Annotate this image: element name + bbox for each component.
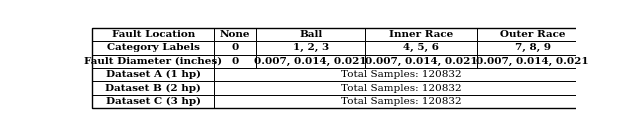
Text: 0.007, 0.014, 0.021: 0.007, 0.014, 0.021: [476, 57, 589, 66]
Text: Fault Location: Fault Location: [111, 30, 195, 39]
Text: None: None: [220, 30, 250, 39]
Bar: [214, 41, 256, 55]
Text: 4, 5, 6: 4, 5, 6: [403, 43, 439, 52]
Bar: [92, 55, 214, 68]
Text: Total Samples: 120832: Total Samples: 120832: [341, 97, 461, 106]
Bar: [92, 68, 214, 81]
Text: 0: 0: [232, 43, 239, 52]
Bar: [92, 95, 214, 108]
Text: Total Samples: 120832: Total Samples: 120832: [341, 84, 461, 93]
Text: Dataset C (3 hp): Dataset C (3 hp): [106, 97, 201, 106]
Bar: [214, 81, 588, 95]
Bar: [214, 95, 588, 108]
Bar: [92, 81, 214, 95]
Text: 1, 2, 3: 1, 2, 3: [292, 43, 329, 52]
Text: Dataset B (2 hp): Dataset B (2 hp): [105, 84, 201, 93]
Text: Category Labels: Category Labels: [107, 43, 200, 52]
Text: Total Samples: 120832: Total Samples: 120832: [341, 70, 461, 79]
Bar: [256, 41, 365, 55]
Bar: [365, 41, 477, 55]
Text: Outer Race: Outer Race: [500, 30, 565, 39]
Bar: [477, 28, 588, 41]
Text: Ball: Ball: [299, 30, 323, 39]
Text: 7, 8, 9: 7, 8, 9: [515, 43, 550, 52]
Bar: [214, 55, 256, 68]
Text: 0: 0: [232, 57, 239, 66]
Bar: [477, 41, 588, 55]
Bar: [256, 55, 365, 68]
Bar: [214, 28, 256, 41]
Bar: [92, 28, 214, 41]
Bar: [365, 28, 477, 41]
Bar: [92, 28, 588, 108]
Bar: [214, 68, 588, 81]
Text: Inner Race: Inner Race: [389, 30, 453, 39]
Text: 0.007, 0.014, 0.021: 0.007, 0.014, 0.021: [365, 57, 477, 66]
Text: 0.007, 0.014, 0.021: 0.007, 0.014, 0.021: [254, 57, 367, 66]
Text: Dataset A (1 hp): Dataset A (1 hp): [106, 70, 201, 79]
Text: Fault Diameter (inches): Fault Diameter (inches): [84, 57, 222, 66]
Bar: [477, 55, 588, 68]
Bar: [256, 28, 365, 41]
Bar: [365, 55, 477, 68]
Bar: [92, 41, 214, 55]
